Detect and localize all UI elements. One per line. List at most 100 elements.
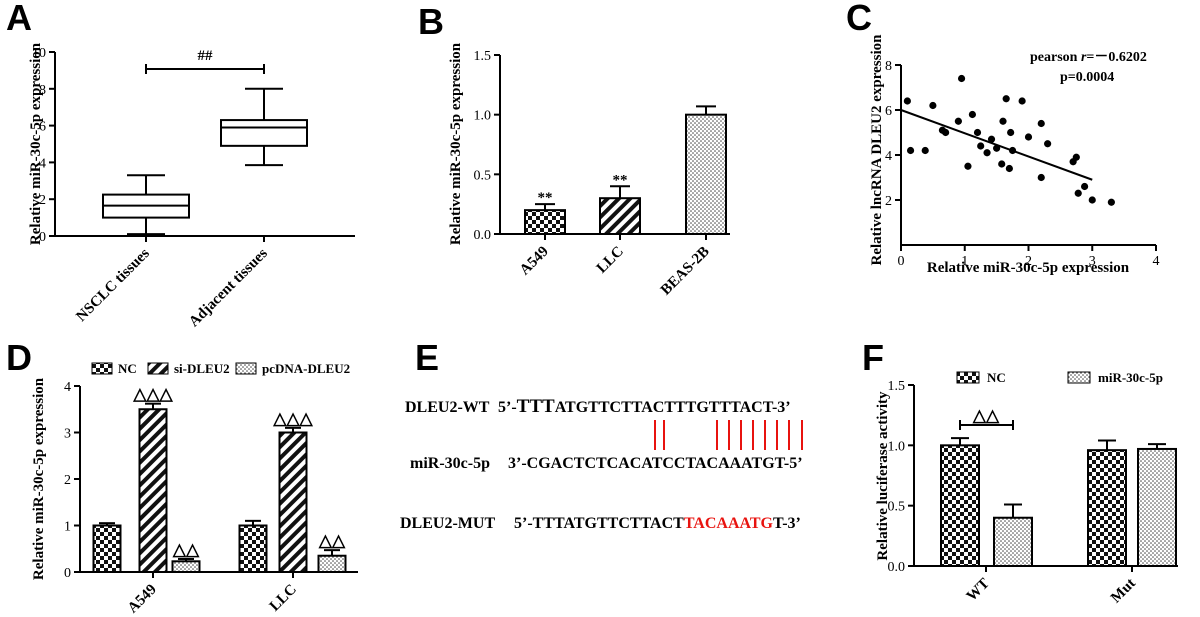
x-tick-label: WT — [964, 576, 993, 605]
legend-swatch — [1067, 371, 1091, 384]
y-tick-label: 2 — [885, 194, 892, 209]
bar — [278, 431, 308, 573]
bar — [171, 560, 201, 573]
bar — [92, 524, 122, 573]
y-tick-label: 1.5 — [888, 379, 906, 394]
stat-value: =－0.6202 — [1086, 50, 1146, 65]
y-tick-label: 6 — [39, 120, 46, 135]
panel-letter-b: B — [418, 1, 444, 42]
y-tick-label: 0.0 — [888, 560, 906, 575]
significance-label: ## — [198, 48, 214, 64]
wt-sequence: 5’-TTTATGTTCTTACTTTGTTTACT-3’ — [498, 396, 791, 417]
bar — [238, 524, 268, 573]
chart-b-bars: 0.0 0.5 1.0 1.5 Relative miR-30c-5p expressi… — [448, 42, 730, 298]
correlation-stat: pearson r=－0.6202 — [1030, 50, 1147, 65]
significance-label: △△ — [972, 406, 1000, 425]
mir-label: miR-30c-5p — [410, 455, 490, 472]
bar — [1087, 449, 1127, 567]
scatter-point — [921, 146, 929, 155]
y-tick-label: 0.5 — [888, 500, 906, 515]
wt-label: DLEU2-WT — [405, 399, 490, 416]
scatter-point — [1037, 173, 1045, 182]
wt-body: ATGTTCTTACTTTGTTTACT-3’ — [555, 399, 791, 416]
y-axis-label: Relative miR-30c-5p expression — [448, 42, 464, 245]
wt-big: TTT — [517, 396, 555, 417]
y-tick-label: 2 — [64, 473, 71, 488]
scatter-point — [1088, 196, 1096, 204]
x-tick-label: NSCLC tissues — [73, 245, 153, 325]
scatter-point — [954, 117, 962, 125]
bar — [599, 197, 641, 235]
scatter-point — [1008, 146, 1017, 155]
bar — [524, 209, 566, 235]
x-tick-label: 4 — [1153, 254, 1160, 269]
scatter-point — [968, 110, 977, 119]
significance-label: △△ — [318, 531, 346, 550]
panel-letter-a: A — [6, 0, 32, 38]
scatter-point — [942, 128, 950, 137]
legend-label: miR-30c-5p — [1098, 370, 1163, 385]
bar — [1137, 447, 1177, 568]
x-tick-label: BEAS-2B — [658, 244, 713, 299]
y-axis-label: Relative luciferase activity — [875, 391, 891, 561]
pairing-lines — [654, 420, 803, 450]
bar — [317, 554, 347, 573]
legend-label: NC — [987, 370, 1006, 385]
scatter-point — [998, 160, 1006, 168]
scatter-point — [987, 135, 996, 143]
x-tick-label: A549 — [517, 244, 552, 279]
scatter-point — [1072, 153, 1080, 161]
legend-swatch — [956, 371, 980, 384]
scatter-point — [977, 142, 985, 150]
legend-swatch — [91, 362, 113, 375]
significance-label: △△△ — [132, 385, 173, 404]
p-value: p=0.0004 — [1060, 70, 1114, 85]
bar — [685, 113, 727, 235]
y-axis-label: Relative miR-30c-5p expression — [31, 377, 47, 580]
box — [220, 119, 308, 147]
x-tick-label: Mut — [1108, 576, 1139, 607]
y-tick-label: 1.0 — [474, 109, 492, 124]
significance-label: ** — [538, 190, 553, 206]
y-tick-label: 6 — [885, 104, 892, 119]
y-tick-label: 3 — [64, 427, 71, 442]
scatter-point — [993, 144, 1001, 152]
scatter-point — [1081, 182, 1089, 191]
sequence-alignment: DLEU2-WT 5’-TTTATGTTCTTACTTTGTTTACT-3’ m… — [400, 396, 803, 532]
scatter-point — [1107, 198, 1115, 206]
scatter-point — [1018, 97, 1026, 105]
scatter-point — [903, 97, 911, 105]
mir-sequence: 3’-CGACTCTCACATCCTACAAATGT-5’ — [508, 455, 803, 472]
legend-swatch — [235, 362, 257, 375]
mut-sequence: 5’-TTTATGTTCTTACTTACAAATGT-3’ — [514, 515, 801, 532]
scatter-point — [1037, 119, 1045, 128]
x-tick-label: LLC — [267, 582, 300, 615]
y-tick-label: 0.0 — [474, 228, 492, 243]
scatter-point — [1005, 164, 1013, 173]
x-tick-label: 3 — [1089, 254, 1096, 269]
panel-letter-c: C — [846, 0, 872, 38]
y-tick-label: 8 — [885, 59, 892, 74]
scatter-point — [1007, 128, 1015, 137]
significance-label: △△△ — [272, 409, 313, 428]
legend-label: NC — [118, 361, 137, 376]
x-axis-label: Relative miR-30c-5p expression — [927, 260, 1130, 276]
scatter-point — [1024, 133, 1033, 141]
scatter-point — [964, 162, 972, 170]
scatter-point — [957, 74, 966, 83]
y-tick-label: 0 — [39, 230, 46, 245]
scatter-point — [929, 101, 937, 110]
scatter-point — [906, 146, 915, 155]
y-tick-label: 0.5 — [474, 168, 492, 183]
legend-label: si-DLEU2 — [174, 361, 230, 376]
legend-label: pcDNA-DLEU2 — [262, 361, 350, 376]
mut-red-segment: TACAAATG — [684, 515, 774, 532]
y-tick-label: 2 — [39, 193, 46, 208]
scatter-point — [1002, 95, 1010, 103]
x-tick-label: LLC — [594, 244, 627, 277]
y-tick-label: 4 — [39, 156, 46, 171]
significance-label: △△ — [172, 540, 200, 559]
scatter-point — [1074, 189, 1082, 197]
